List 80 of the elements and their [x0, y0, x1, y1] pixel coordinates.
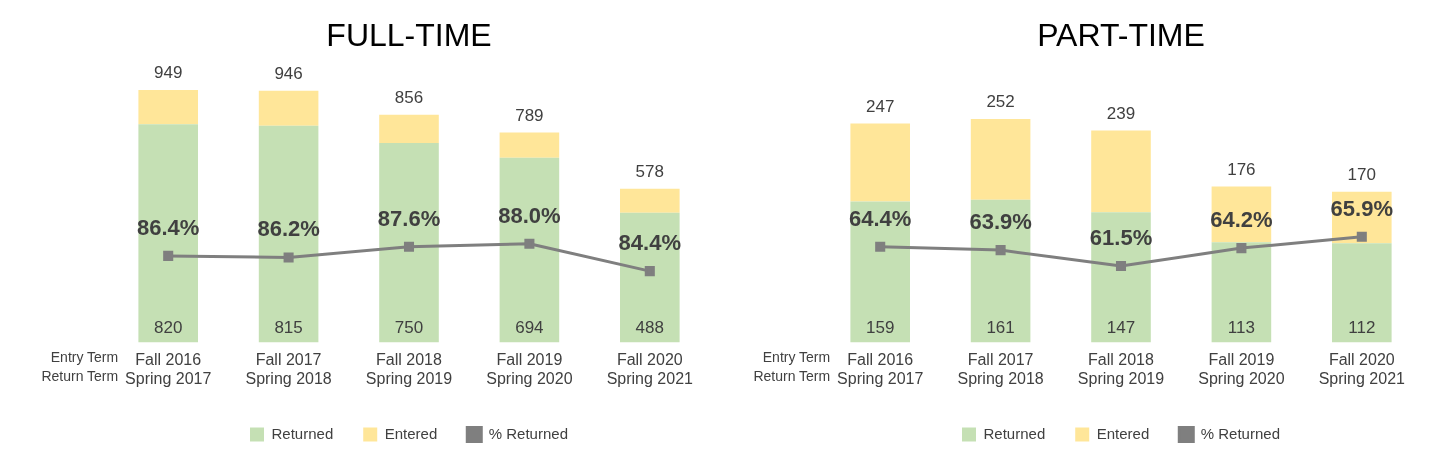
data-label: 86.4%	[137, 214, 200, 240]
data-label: 112	[1348, 317, 1376, 337]
x-tick-label: Fall 2019 Spring 2020	[486, 350, 573, 387]
text: Return Term	[753, 368, 831, 385]
total-label: 946	[274, 63, 303, 83]
text: Entry Term	[762, 349, 831, 366]
data-label: 147	[1106, 317, 1136, 337]
legend-label: Entered	[384, 424, 438, 442]
data-label: 87.6%	[377, 205, 441, 231]
bar	[258, 125, 319, 343]
bar	[1211, 242, 1272, 343]
point	[403, 241, 415, 252]
bar	[620, 188, 680, 213]
bar	[379, 114, 439, 143]
total-label: 176	[1227, 159, 1256, 179]
bar	[258, 90, 319, 126]
bar	[970, 118, 1031, 200]
text: Entry Term	[50, 349, 119, 366]
point	[1115, 261, 1127, 272]
point	[1236, 243, 1247, 254]
x-tick-label: Fall 2017 Spring 2018	[957, 350, 1044, 387]
point	[524, 238, 535, 249]
data-label: 815	[274, 317, 303, 337]
point	[1356, 231, 1367, 242]
legend-label: % Returned	[1200, 424, 1280, 442]
point	[163, 250, 174, 261]
bar	[499, 157, 560, 343]
bar	[970, 199, 1031, 343]
data-label: 113	[1227, 317, 1255, 337]
bar	[138, 124, 198, 343]
legend-label: % Returned	[488, 424, 568, 442]
data-label: 159	[866, 317, 895, 337]
point	[283, 252, 294, 263]
x-tick-label: Fall 2020 Spring 2021	[1318, 350, 1406, 387]
total-label: 578	[635, 161, 664, 181]
total-label: 789	[515, 105, 544, 125]
data-label: 694	[515, 317, 544, 337]
point	[995, 245, 1006, 256]
chart-title: FULL-TIME	[326, 17, 492, 54]
bar	[1332, 243, 1392, 343]
data-label: 63.9%	[969, 209, 1032, 235]
point	[644, 266, 655, 277]
text: Return Term	[41, 368, 119, 385]
x-tick-label: Fall 2018 Spring 2019	[365, 350, 453, 387]
bar	[850, 123, 910, 202]
bar	[499, 132, 560, 158]
data-label: 161	[986, 317, 1015, 337]
data-label: 64.2%	[1210, 207, 1273, 233]
chart-title: PART-TIME	[1037, 17, 1205, 54]
data-label: 84.4%	[618, 230, 681, 256]
legend-label: Entered	[1096, 424, 1150, 442]
bar	[850, 201, 910, 343]
x-tick-label: Fall 2016 Spring 2017	[125, 350, 212, 387]
data-label: 750	[394, 317, 424, 337]
bar	[620, 212, 680, 343]
data-label: 65.9%	[1330, 195, 1393, 221]
data-label: 820	[154, 317, 183, 337]
x-tick-label: Fall 2020 Spring 2021	[606, 350, 694, 387]
data-label: 488	[635, 317, 664, 337]
total-label: 170	[1347, 164, 1376, 184]
x-tick-label: Fall 2016 Spring 2017	[837, 350, 924, 387]
x-tick-label: Fall 2018 Spring 2019	[1077, 350, 1165, 387]
total-label: 949	[154, 63, 183, 83]
data-label: 88.0%	[498, 202, 561, 228]
data-label: 61.5%	[1089, 225, 1153, 251]
legend-label: Returned	[983, 424, 1046, 442]
data-label: 86.2%	[257, 216, 320, 242]
total-label: 239	[1106, 103, 1136, 123]
legend-label: Returned	[271, 424, 334, 442]
x-tick-label: Fall 2017 Spring 2018	[245, 350, 332, 387]
bar	[1091, 212, 1151, 343]
data-label: 64.4%	[849, 205, 912, 231]
total-label: 856	[394, 87, 424, 107]
point	[875, 241, 886, 252]
bar	[1091, 130, 1151, 213]
total-label: 252	[986, 92, 1015, 112]
x-tick-label: Fall 2019 Spring 2020	[1198, 350, 1285, 387]
total-label: 247	[866, 96, 895, 116]
bar	[379, 142, 439, 343]
bar	[138, 89, 198, 125]
